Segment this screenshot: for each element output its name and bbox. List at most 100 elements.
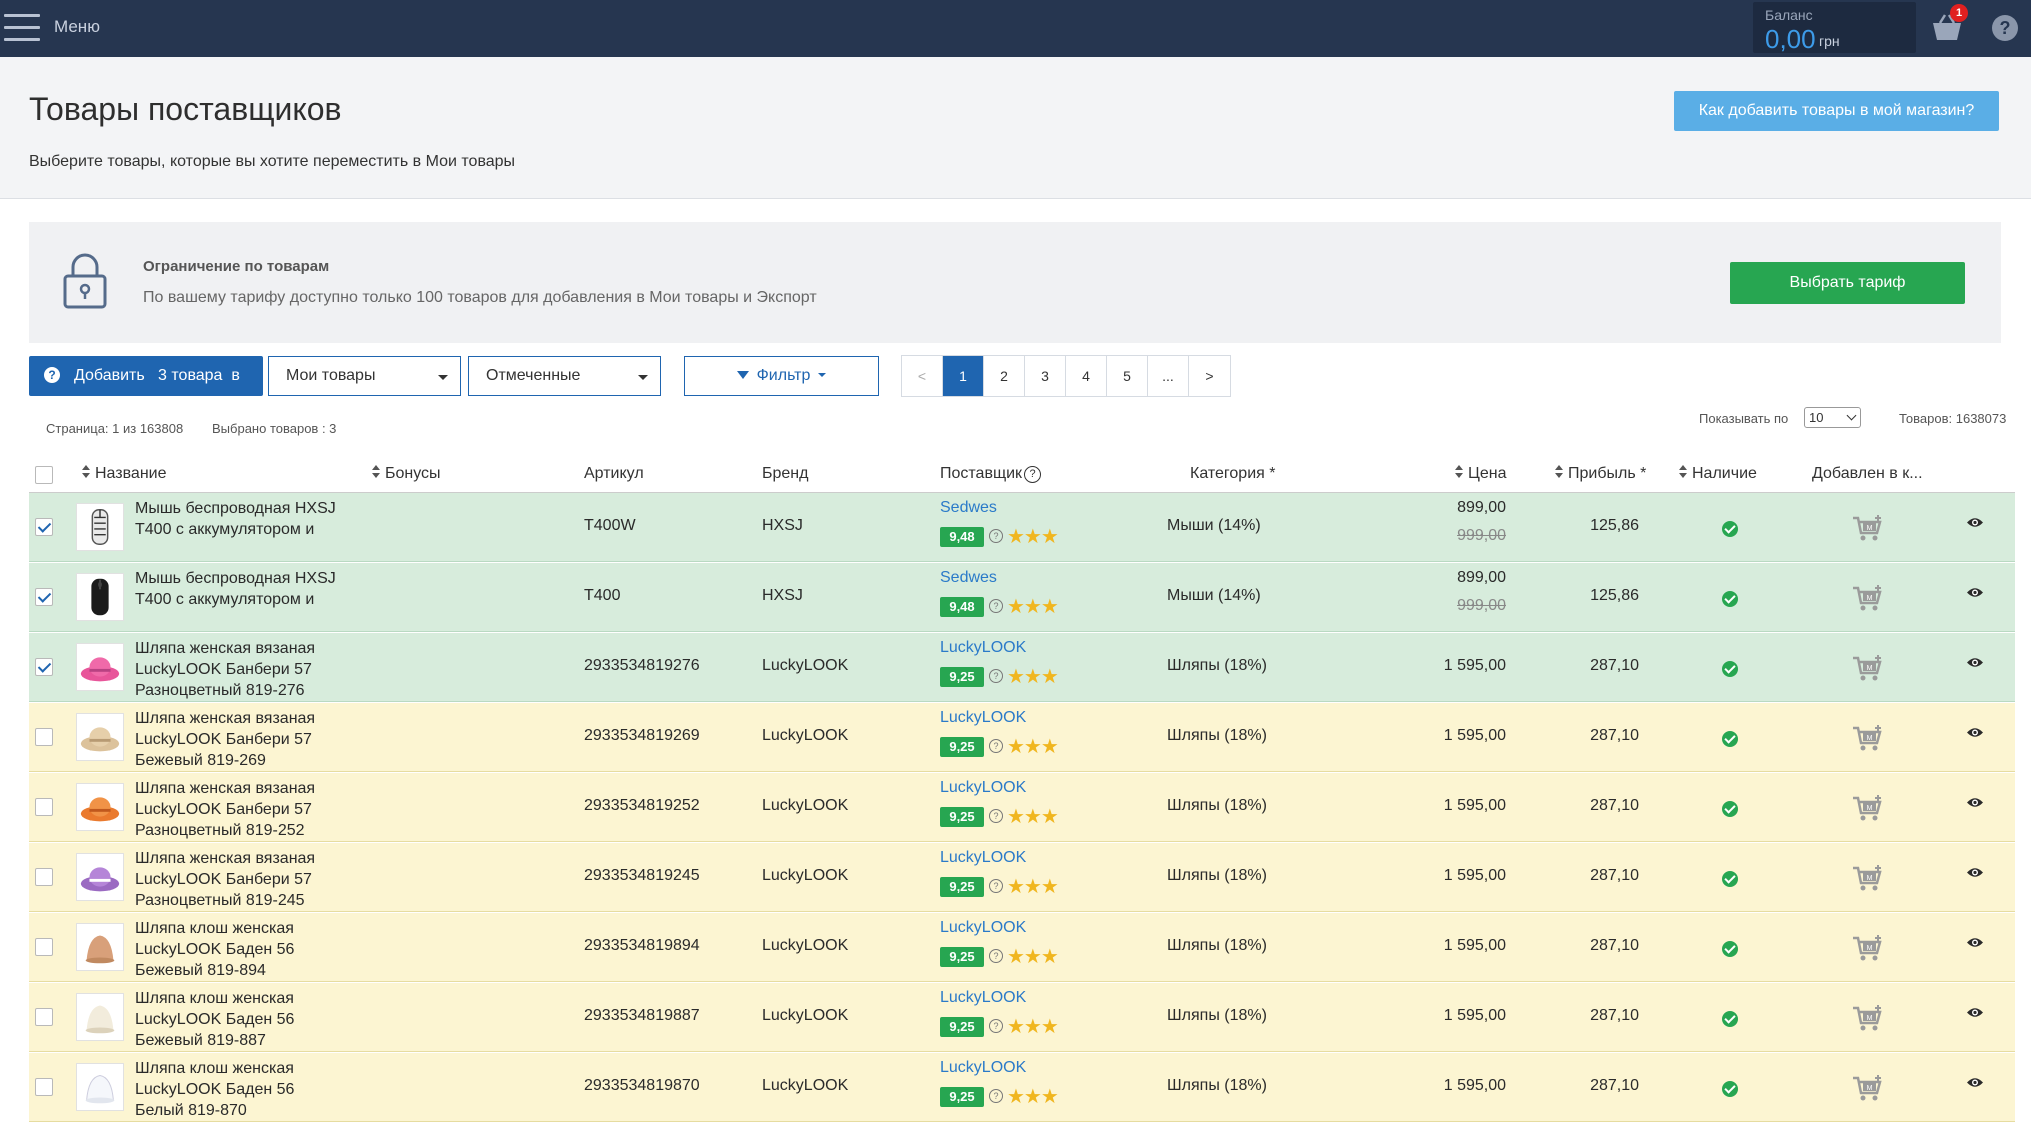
filter-button[interactable]: Фильтр <box>684 356 879 396</box>
add-to-cart-icon[interactable]: M <box>1851 725 1883 753</box>
product-name[interactable]: Шляпа женская вязаная LuckyLOOK Банбери … <box>135 640 316 699</box>
pager-page-4[interactable]: 4 <box>1066 356 1107 396</box>
row-checkbox[interactable] <box>35 938 53 956</box>
column-price[interactable]: Цена <box>1455 465 1506 483</box>
table-row[interactable]: Шляпа клош женская LuckyLOOK Баден 56 Бе… <box>29 983 2015 1052</box>
product-thumbnail[interactable] <box>76 993 124 1041</box>
add-to-cart-icon[interactable]: M <box>1851 515 1883 543</box>
row-checkbox[interactable] <box>35 1078 53 1096</box>
product-name[interactable]: Мышь беспроводная HXSJ T400 с аккумулято… <box>135 500 336 538</box>
select-all-checkbox[interactable] <box>35 466 53 484</box>
view-eye-icon[interactable] <box>1966 656 1984 669</box>
product-thumbnail[interactable] <box>76 853 124 901</box>
view-eye-icon[interactable] <box>1966 516 1984 529</box>
product-name[interactable]: Мышь беспроводная HXSJ T400 с аккумулято… <box>135 570 336 608</box>
product-thumbnail[interactable] <box>76 783 124 831</box>
table-row[interactable]: Мышь беспроводная HXSJ T400 с аккумулято… <box>29 493 2015 562</box>
view-eye-icon[interactable] <box>1966 1006 1984 1019</box>
product-thumbnail[interactable] <box>76 573 124 621</box>
view-eye-icon[interactable] <box>1966 726 1984 739</box>
add-to-cart-icon[interactable]: M <box>1851 865 1883 893</box>
hamburger-menu-icon[interactable] <box>4 14 40 41</box>
product-thumbnail[interactable] <box>76 503 124 551</box>
target-dropdown[interactable]: Мои товары <box>268 356 461 396</box>
column-name[interactable]: Название <box>82 465 167 483</box>
pager-next[interactable]: > <box>1189 356 1230 396</box>
balance-widget[interactable]: Баланс 0,00 грн <box>1753 2 1916 54</box>
rating-help-icon[interactable]: ? <box>989 739 1003 753</box>
row-checkbox[interactable] <box>35 728 53 746</box>
row-checkbox[interactable] <box>35 518 53 536</box>
help-icon[interactable]: ? <box>1992 15 2018 41</box>
supplier-link[interactable]: LuckyLOOK <box>940 989 1027 1006</box>
view-eye-icon[interactable] <box>1966 586 1984 599</box>
pager-page-3[interactable]: 3 <box>1025 356 1066 396</box>
supplier-link[interactable]: LuckyLOOK <box>940 639 1027 656</box>
supplier-link[interactable]: LuckyLOOK <box>940 779 1027 796</box>
row-checkbox[interactable] <box>35 588 53 606</box>
table-row[interactable]: Шляпа женская вязаная LuckyLOOK Банбери … <box>29 843 2015 912</box>
add-to-cart-icon[interactable]: M <box>1851 585 1883 613</box>
add-products-button[interactable]: ? Добавить 3 товара в <box>29 356 263 396</box>
supplier-link[interactable]: LuckyLOOK <box>940 849 1027 866</box>
table-row[interactable]: Мышь беспроводная HXSJ T400 с аккумулято… <box>29 563 2015 632</box>
row-checkbox[interactable] <box>35 1008 53 1026</box>
table-row[interactable]: Шляпа женская вязаная LuckyLOOK Банбери … <box>29 703 2015 772</box>
column-availability[interactable]: Наличие <box>1679 465 1757 483</box>
row-checkbox[interactable] <box>35 868 53 886</box>
add-to-cart-icon[interactable]: M <box>1851 655 1883 683</box>
table-row[interactable]: Шляпа клош женская LuckyLOOK Баден 56 Бе… <box>29 913 2015 982</box>
supplier-help-icon[interactable]: ? <box>1024 466 1042 483</box>
rating-help-icon[interactable]: ? <box>989 879 1003 893</box>
rating-help-icon[interactable]: ? <box>989 599 1003 613</box>
in-stock-check-icon <box>1722 1011 1738 1027</box>
column-bonus[interactable]: Бонусы <box>372 465 441 483</box>
pager-page-2[interactable]: 2 <box>984 356 1025 396</box>
rating-help-icon[interactable]: ? <box>989 809 1003 823</box>
pager-prev[interactable]: < <box>902 356 943 396</box>
product-name[interactable]: Шляпа клош женская LuckyLOOK Баден 56 Бе… <box>135 920 295 979</box>
pager-page-5[interactable]: 5 <box>1107 356 1148 396</box>
pager-ellipsis[interactable]: ... <box>1148 356 1189 396</box>
view-eye-icon[interactable] <box>1966 1076 1984 1089</box>
supplier-link[interactable]: Sedwes <box>940 569 997 586</box>
rating-help-icon[interactable]: ? <box>989 529 1003 543</box>
product-name[interactable]: Шляпа клош женская LuckyLOOK Баден 56 Бе… <box>135 1060 295 1119</box>
view-eye-icon[interactable] <box>1966 936 1984 949</box>
table-row[interactable]: Шляпа женская вязаная LuckyLOOK Банбери … <box>29 633 2015 702</box>
add-to-cart-icon[interactable]: M <box>1851 795 1883 823</box>
column-profit[interactable]: Прибыль * <box>1555 465 1646 483</box>
selection-dropdown[interactable]: Отмеченные <box>468 356 661 396</box>
table-header: Название Бонусы Артикул Бренд Поставщик?… <box>29 455 2015 493</box>
add-to-cart-icon[interactable]: M <box>1851 935 1883 963</box>
product-name[interactable]: Шляпа женская вязаная LuckyLOOK Банбери … <box>135 710 316 769</box>
product-thumbnail[interactable] <box>76 713 124 761</box>
supplier-link[interactable]: LuckyLOOK <box>940 1059 1027 1076</box>
product-name[interactable]: Шляпа женская вязаная LuckyLOOK Банбери … <box>135 850 316 909</box>
product-thumbnail[interactable] <box>76 643 124 691</box>
rating-help-icon[interactable]: ? <box>989 949 1003 963</box>
page-size-select[interactable]: 10 <box>1804 407 1861 428</box>
pager-page-1[interactable]: 1 <box>943 356 984 396</box>
product-thumbnail[interactable] <box>76 923 124 971</box>
product-name[interactable]: Шляпа женская вязаная LuckyLOOK Банбери … <box>135 780 316 839</box>
supplier-link[interactable]: LuckyLOOK <box>940 709 1027 726</box>
rating-help-icon[interactable]: ? <box>989 1089 1003 1103</box>
menu-label[interactable]: Меню <box>54 17 100 36</box>
row-checkbox[interactable] <box>35 658 53 676</box>
choose-tariff-button[interactable]: Выбрать тариф <box>1730 262 1965 304</box>
supplier-link[interactable]: LuckyLOOK <box>940 919 1027 936</box>
add-to-cart-icon[interactable]: M <box>1851 1005 1883 1033</box>
add-to-cart-icon[interactable]: M <box>1851 1075 1883 1103</box>
product-name[interactable]: Шляпа клош женская LuckyLOOK Баден 56 Бе… <box>135 990 295 1049</box>
how-to-add-button[interactable]: Как добавить товары в мой магазин? <box>1674 91 1999 131</box>
table-row[interactable]: Шляпа клош женская LuckyLOOK Баден 56 Бе… <box>29 1053 2015 1122</box>
rating-help-icon[interactable]: ? <box>989 669 1003 683</box>
product-thumbnail[interactable] <box>76 1063 124 1111</box>
rating-help-icon[interactable]: ? <box>989 1019 1003 1033</box>
view-eye-icon[interactable] <box>1966 866 1984 879</box>
supplier-link[interactable]: Sedwes <box>940 499 997 516</box>
row-checkbox[interactable] <box>35 798 53 816</box>
view-eye-icon[interactable] <box>1966 796 1984 809</box>
table-row[interactable]: Шляпа женская вязаная LuckyLOOK Банбери … <box>29 773 2015 842</box>
